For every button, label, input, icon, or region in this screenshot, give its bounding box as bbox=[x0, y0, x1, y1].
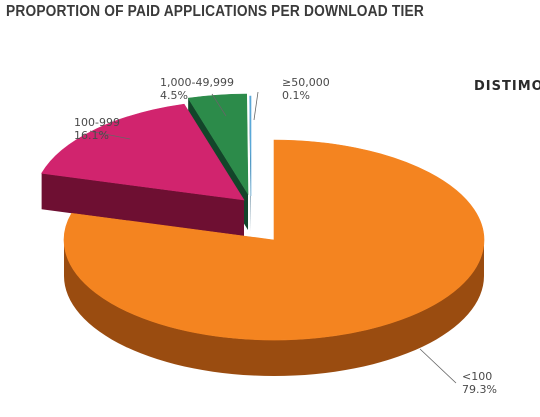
slice-value-50-000: 0.1% bbox=[282, 89, 310, 102]
slice-100-999[interactable] bbox=[41, 103, 245, 201]
slice-label-50-000: ≥50,000 bbox=[282, 76, 330, 89]
slice-100[interactable] bbox=[63, 139, 485, 341]
brand-logo: DISTIMO bbox=[474, 79, 540, 94]
slice-label-100-999: 100-999 bbox=[74, 116, 120, 129]
slice-value-100: 79.3% bbox=[462, 383, 497, 396]
slice-value-1-000-49-999: 4.5% bbox=[160, 89, 188, 102]
leader-line-100 bbox=[419, 348, 457, 384]
leader-line-100-999 bbox=[89, 130, 131, 140]
leader-line-50-000 bbox=[253, 91, 259, 121]
leader-lines bbox=[89, 91, 457, 384]
slice-label-100: <100 bbox=[462, 370, 492, 383]
slice-50-000[interactable] bbox=[249, 95, 252, 197]
slice-side-100 bbox=[64, 240, 484, 376]
chart-title: PROPORTION OF PAID APPLICATIONS PER DOWN… bbox=[6, 3, 424, 20]
leader-line-1-000-49-999 bbox=[211, 93, 227, 117]
slice-side-100-999-cut bbox=[41, 173, 244, 236]
slice-1-000-49-999[interactable] bbox=[187, 93, 249, 196]
slice-label-1-000-49-999: 1,000-49,999 bbox=[160, 76, 234, 89]
pie-tops bbox=[41, 93, 485, 341]
slice-value-100-999: 16.1% bbox=[74, 129, 109, 142]
